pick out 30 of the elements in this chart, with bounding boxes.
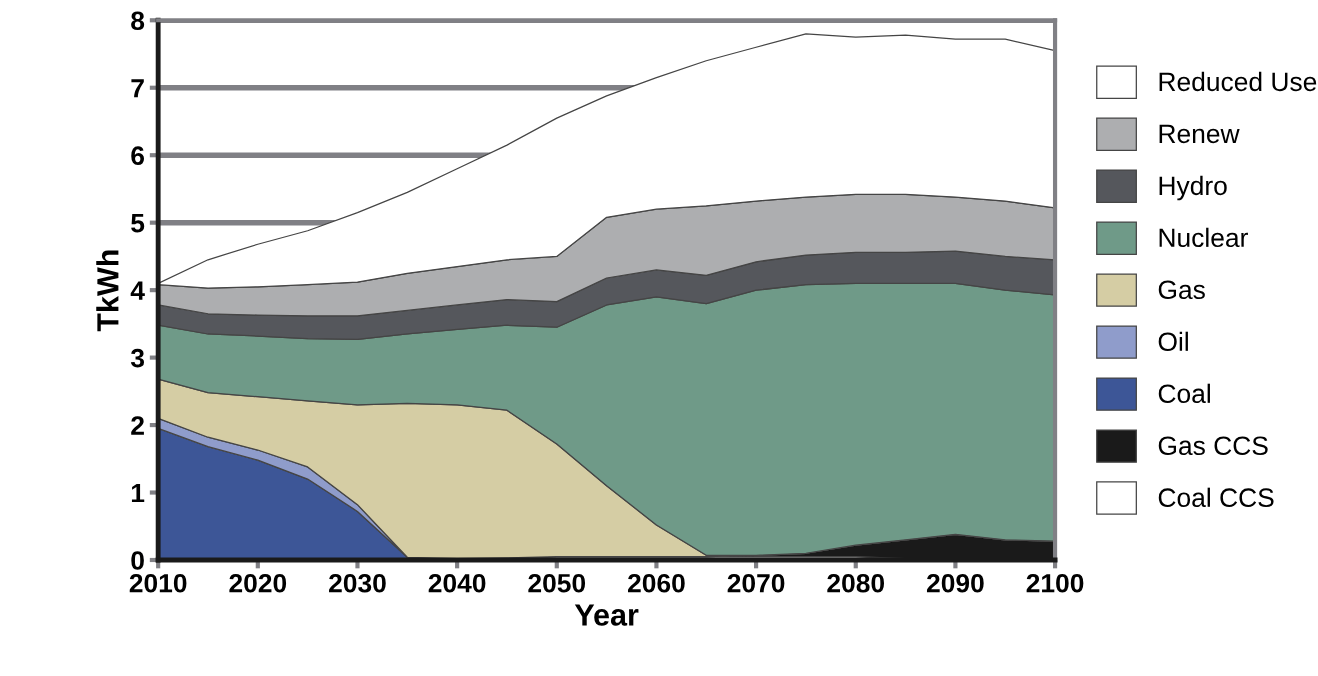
legend-label: Coal CCS	[1158, 487, 1274, 508]
x-tick-label: 2010	[129, 573, 187, 593]
y-tick-label: 2	[131, 416, 144, 435]
y-tick-label: 7	[131, 79, 144, 98]
x-tick-label: 2020	[229, 573, 287, 593]
y-tick-label: 4	[130, 281, 145, 300]
y-axis-title: TkWh	[96, 250, 119, 332]
x-tick-label: 2030	[329, 573, 386, 593]
legend-label: Oil	[1158, 331, 1188, 352]
x-tick-label: 2080	[827, 573, 885, 593]
legend-label: Gas	[1158, 280, 1205, 300]
y-tick-label: 5	[131, 214, 145, 233]
y-tick-label: 0	[131, 551, 144, 570]
x-tick-label: 2100	[1026, 573, 1084, 593]
legend-label: Hydro	[1159, 175, 1227, 201]
x-axis-title: Year	[574, 604, 639, 626]
x-tick-label: 2040	[428, 573, 486, 593]
legend-label: Gas CCS	[1158, 436, 1268, 456]
legend-label: Reduced Use	[1159, 71, 1317, 92]
x-tick-label: 2050	[528, 573, 586, 593]
y-tick-label: 1	[131, 483, 145, 503]
legend-label: Coal	[1158, 383, 1210, 404]
legend-label: Nuclear	[1159, 227, 1248, 248]
y-tick-label: 6	[131, 146, 145, 166]
x-tick-label: 2060	[628, 573, 685, 593]
y-tick-label: 3	[130, 348, 145, 368]
y-tick-label: 8	[131, 11, 145, 31]
legend-label: Renew	[1159, 124, 1240, 144]
x-tick-label: 2090	[926, 573, 984, 593]
x-tick-label: 2070	[727, 573, 785, 593]
